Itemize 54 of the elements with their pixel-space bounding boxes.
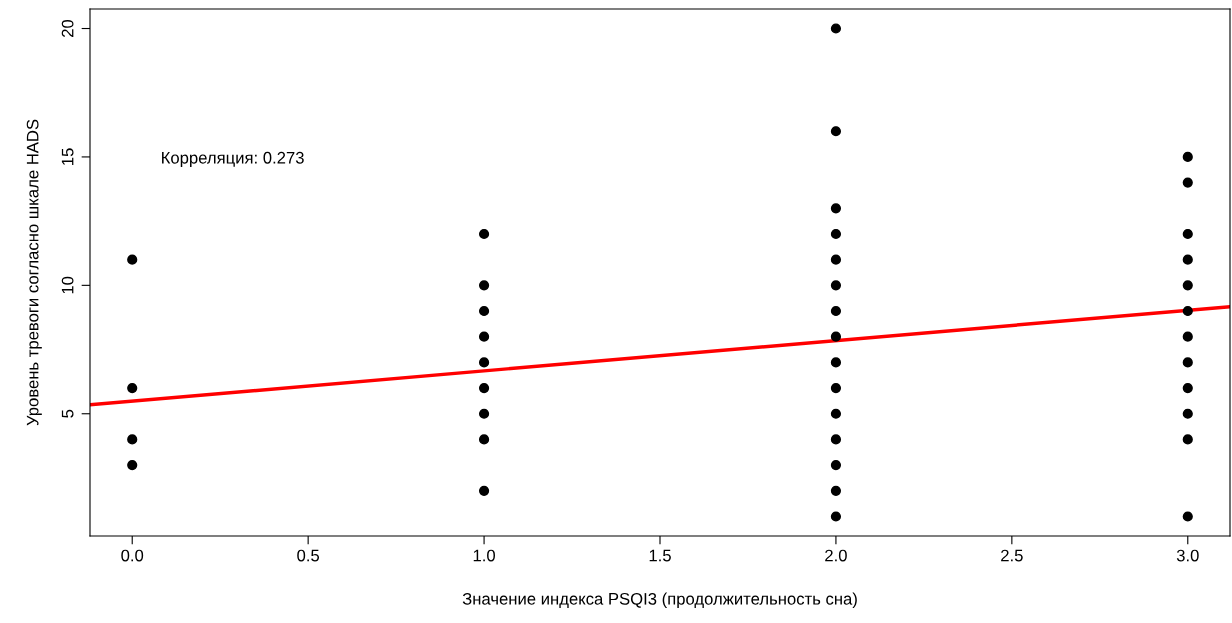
point xyxy=(127,254,138,265)
point xyxy=(1182,511,1193,522)
point xyxy=(830,331,842,342)
y-tick-label: 20 xyxy=(61,19,74,37)
point xyxy=(830,382,842,394)
point xyxy=(830,228,842,240)
x-tick-label: 1.0 xyxy=(473,549,496,562)
point xyxy=(1182,177,1193,188)
point xyxy=(478,434,490,445)
y-axis-title: Уровень тревоги согласно шкале HADS xyxy=(26,119,42,426)
x-tick-label: 0.5 xyxy=(297,549,320,562)
point xyxy=(830,485,842,496)
point xyxy=(830,434,842,445)
point xyxy=(478,408,490,419)
point xyxy=(478,305,490,317)
point xyxy=(127,382,138,394)
point xyxy=(478,228,490,240)
point xyxy=(830,305,842,317)
x-tick-label: 1.5 xyxy=(649,549,671,562)
y-tick-label: 10 xyxy=(61,276,74,294)
point xyxy=(1182,382,1193,394)
x-tick-label: 2.0 xyxy=(825,549,847,562)
annotation: Корреляция: 0.273 xyxy=(162,151,304,167)
point xyxy=(830,460,842,471)
point xyxy=(478,382,490,394)
point xyxy=(127,434,138,445)
point xyxy=(1182,280,1193,291)
point xyxy=(1182,331,1193,342)
x-tick-label: 0.0 xyxy=(121,549,144,562)
point xyxy=(1182,408,1193,419)
x-tick-label: 3.0 xyxy=(1176,549,1199,562)
y-tick-label: 15 xyxy=(61,148,74,165)
point xyxy=(127,460,138,471)
point xyxy=(1182,151,1193,163)
point xyxy=(830,408,842,419)
x-axis-title: Значение индекса PSQI3 (продолжительность сна) xyxy=(462,592,857,609)
y-tick-label: 5 xyxy=(61,409,74,418)
point xyxy=(478,357,490,368)
point xyxy=(830,254,842,265)
point xyxy=(830,280,842,291)
point xyxy=(1182,434,1193,445)
point xyxy=(478,331,490,342)
point xyxy=(478,485,490,496)
point xyxy=(1182,305,1193,317)
point xyxy=(830,357,842,368)
x-tick-label: 2.5 xyxy=(1001,549,1023,562)
point xyxy=(830,511,842,522)
point xyxy=(1182,228,1193,240)
point xyxy=(830,203,842,214)
point xyxy=(478,280,490,291)
point xyxy=(830,126,842,137)
point xyxy=(830,23,842,34)
point xyxy=(1182,357,1193,368)
point xyxy=(1182,254,1193,265)
